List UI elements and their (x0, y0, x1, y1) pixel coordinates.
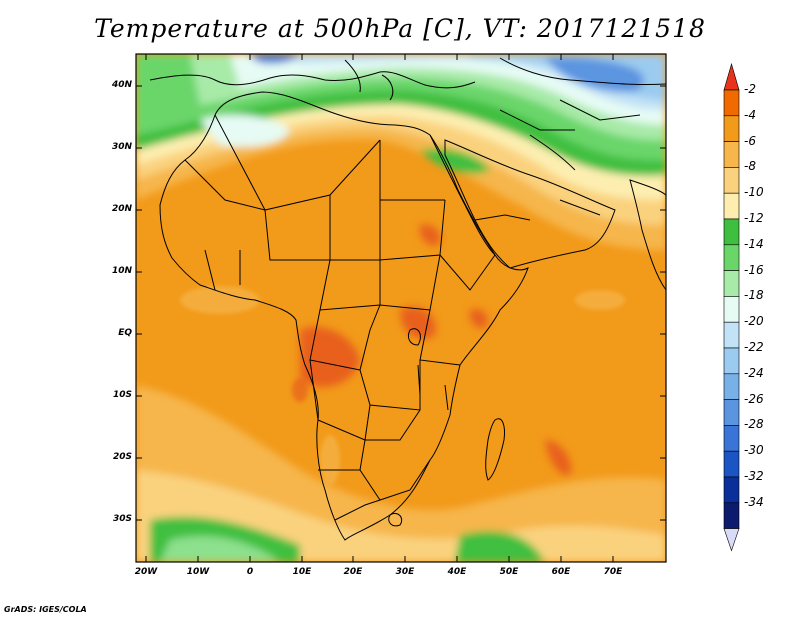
colorbar-label: -18 (744, 288, 764, 303)
lat-label-10s: 10S (112, 390, 132, 400)
colorbar-swatch (723, 399, 740, 426)
colorbar-label: -22 (744, 340, 764, 354)
colorbar-swatch (723, 167, 740, 194)
lon-label-70e: 70E (603, 567, 623, 577)
colorbar-label: -26 (744, 391, 764, 406)
colorbar-swatch (723, 89, 740, 117)
colorbar-label: -30 (744, 443, 764, 458)
lon-label-20e: 20E (343, 567, 363, 577)
colorbar (723, 62, 740, 552)
lon-label-30e: 30E (395, 567, 415, 577)
lat-label-eq: EQ (118, 328, 132, 338)
map-title: Temperature at 500hPa [C], VT: 201712151… (94, 14, 706, 43)
colorbar-swatch (723, 450, 740, 478)
colorbar-label: -4 (744, 107, 756, 122)
colorbar-label: -24 (744, 365, 764, 380)
colorbar-label: -28 (744, 417, 764, 432)
colorbar-swatch (723, 141, 740, 168)
colorbar-swatch (723, 218, 740, 246)
colorbar-swatch (723, 502, 740, 529)
colorbar-label: -10 (744, 185, 764, 200)
colorbar-label: -20 (744, 314, 764, 329)
credit-text: GrADS: IGES/COLA (4, 605, 87, 614)
coastlines (149, 57, 666, 541)
colorbar-label: -12 (744, 211, 764, 225)
lon-label-10e: 10E (292, 567, 312, 577)
colorbar-swatch (723, 192, 740, 220)
lon-label-10w: 10W (186, 567, 210, 577)
colorbar-swatch (723, 321, 740, 349)
colorbar-swatch (723, 115, 740, 142)
lon-label-20w: 20W (134, 567, 158, 577)
colorbar-label: -2 (744, 82, 756, 96)
colorbar-swatch (723, 244, 740, 271)
colorbar-swatch (723, 296, 740, 323)
lon-label-0: 0 (246, 567, 254, 577)
plot-frame (135, 53, 667, 563)
lat-label-30s: 30S (112, 514, 132, 524)
colorbar-swatch (723, 373, 740, 400)
colorbar-bottom-arrow (723, 528, 740, 552)
lon-label-50e: 50E (499, 567, 519, 577)
colorbar-label: -8 (744, 159, 756, 174)
colorbar-label: -6 (744, 133, 756, 148)
lon-label-60e: 60E (551, 567, 571, 577)
colorbar-swatch (723, 425, 740, 452)
lon-label-40e: 40E (447, 567, 467, 577)
colorbar-label: -34 (744, 494, 764, 509)
lat-label-10n: 10N (111, 266, 132, 276)
lat-label-40n: 40N (111, 80, 132, 90)
colorbar-swatch (723, 476, 740, 504)
lat-label-30n: 30N (111, 142, 132, 152)
lat-label-20s: 20S (112, 452, 132, 462)
colorbar-swatch (723, 270, 740, 297)
temperature-field (136, 54, 666, 562)
colorbar-label: -14 (744, 236, 764, 251)
colorbar-swatch (723, 347, 740, 375)
lat-label-20n: 20N (111, 204, 132, 214)
colorbar-top-arrow (723, 62, 740, 91)
colorbar-label: -16 (744, 262, 764, 277)
colorbar-label: -32 (744, 469, 764, 483)
